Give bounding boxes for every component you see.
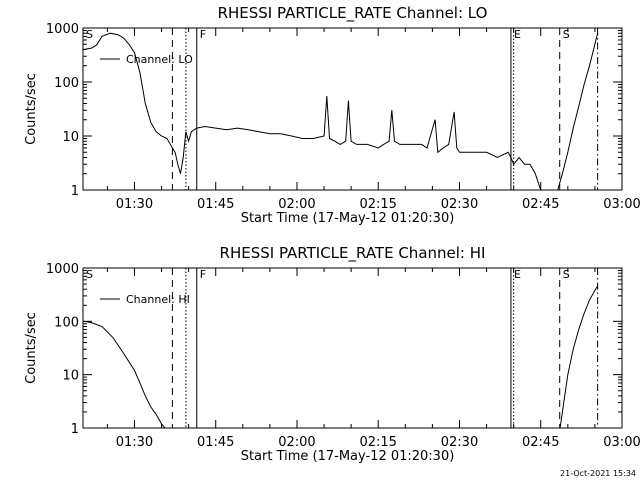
x-tick-label: 02:45 [522, 197, 559, 212]
x-tick-label: 02:45 [522, 435, 559, 450]
y-tick-label: 1 [71, 184, 79, 199]
y-tick-label: 100 [54, 76, 79, 91]
event-marker-label: F [200, 268, 206, 281]
y-tick-label: 10 [62, 130, 79, 145]
x-tick-label: 01:30 [116, 435, 153, 450]
x-tick-label: 02:30 [441, 197, 478, 212]
y-tick-label: 10 [62, 369, 79, 384]
y-axis-title: Counts/sec [24, 73, 39, 145]
plot-frame [82, 27, 623, 191]
x-tick-label: 02:15 [359, 435, 396, 450]
series-line [83, 285, 599, 428]
chart-title: RHESSI PARTICLE_RATE Channel: HI [220, 244, 486, 263]
event-marker-label: S [563, 28, 570, 41]
chart-title: RHESSI PARTICLE_RATE Channel: LO [218, 4, 488, 23]
x-tick-label: 03:00 [603, 197, 640, 212]
x-tick-label: 02:00 [278, 435, 315, 450]
x-tick-label: 01:45 [197, 197, 234, 212]
event-marker-label: E [514, 28, 521, 41]
x-tick-label: 02:00 [278, 197, 315, 212]
x-tick-label: 01:45 [197, 435, 234, 450]
x-tick-label: 02:15 [359, 197, 396, 212]
hi-channel-panel: RHESSI PARTICLE_RATE Channel: HI 01:30 01:… [24, 244, 640, 464]
y-tick-label: 1000 [46, 262, 79, 277]
series-line [83, 32, 599, 190]
event-marker-label: F [200, 28, 206, 41]
y-axis-title: Counts/sec [24, 312, 39, 384]
event-marker-label: S [563, 268, 570, 281]
event-marker-label: E [514, 268, 521, 281]
footer-date: 21-Oct-2021 15:34 [560, 469, 636, 478]
y-tick-label: 1000 [46, 22, 79, 37]
y-tick-label: 100 [54, 315, 79, 330]
plot-frame [82, 267, 623, 429]
x-tick-label: 02:30 [441, 435, 478, 450]
event-marker-label: S [86, 28, 93, 41]
x-axis-title: Start Time (17-May-12 01:20:30) [241, 449, 455, 464]
legend-label: Channel: HI [126, 293, 190, 306]
lo-channel-panel: RHESSI PARTICLE_RATE Channel: LO 01:30 01:… [24, 4, 640, 226]
y-tick-label: 1 [71, 422, 79, 437]
x-tick-label: 03:00 [603, 435, 640, 450]
event-marker-label: S [86, 268, 93, 281]
legend-label: Channel: LO [126, 53, 193, 66]
x-tick-label: 01:30 [116, 197, 153, 212]
x-axis-title: Start Time (17-May-12 01:20:30) [241, 211, 455, 226]
